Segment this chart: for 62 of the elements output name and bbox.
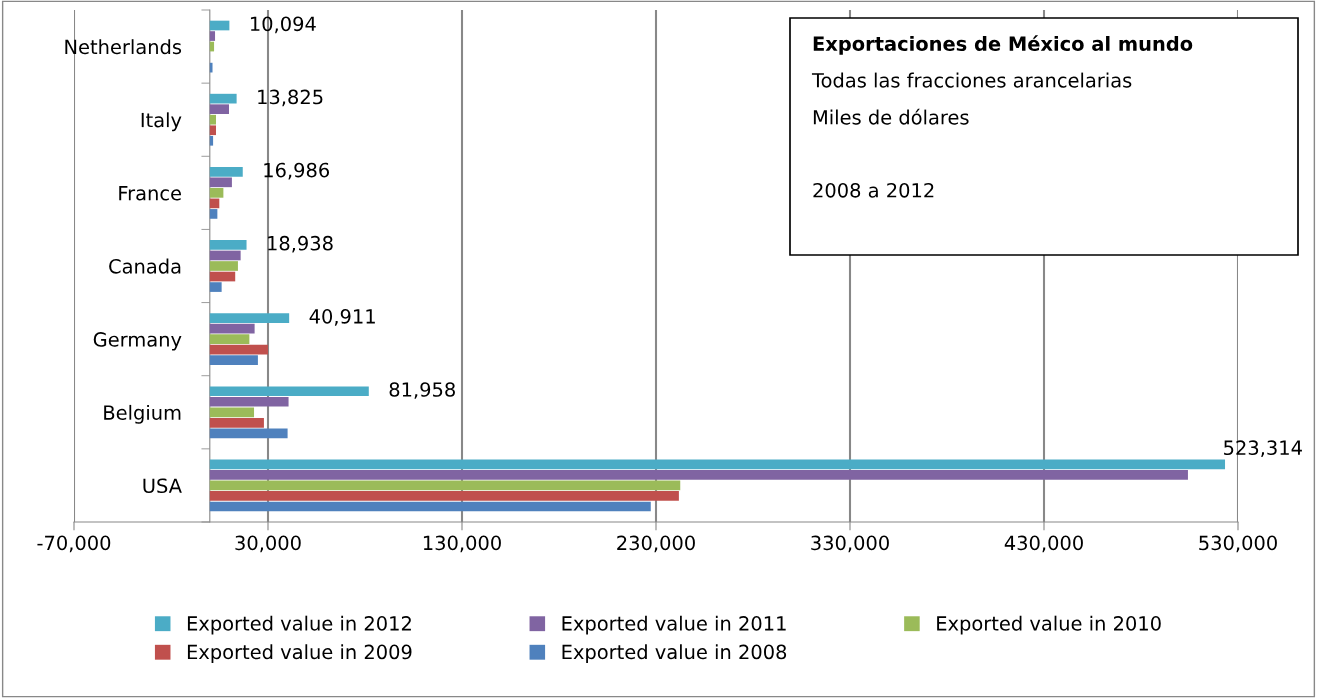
bar [209,417,264,428]
bar [209,459,1226,470]
data-label: 13,825 [258,89,323,107]
bar [209,104,230,115]
bar [209,135,214,146]
x-tick-label: 30,000 [235,535,301,553]
data-label: 18,938 [268,235,333,253]
x-tick-label: 530,000 [1199,535,1277,553]
bar [209,470,1188,480]
x-tick-label: 230,000 [617,535,695,553]
x-tick-label: 330,000 [811,535,889,553]
bar [209,491,679,501]
bar [209,407,255,418]
bar [209,166,243,177]
data-label: 523,314 [1224,440,1302,458]
text: Exportaciones de México al mundo [813,35,1193,55]
bar [209,114,217,125]
bar [209,396,289,407]
x-tick-label: 130,000 [423,535,501,553]
y-tick-label: Belgium [104,404,181,424]
bar [209,282,222,292]
annotation: Miles de dólares [813,108,969,125]
bar [209,323,255,334]
bar [209,31,216,41]
y-tick-label: Netherlands [65,39,182,55]
annotation: 2008 a 2012 [813,182,934,198]
bar [209,177,232,188]
bar [209,250,241,261]
legend-label: Exported value in 2012 [187,615,411,635]
data-label: 81,958 [389,382,455,399]
legend-label: Exported value in 2008 [562,644,787,664]
bar [209,188,224,198]
bar [209,480,681,491]
legend-label: Exported value in 2010 [937,615,1161,635]
bar [209,93,237,104]
bar [209,261,238,271]
x-tick-label: -70,000 [37,535,111,553]
bar [209,125,217,136]
y-tick-label: USA [143,478,182,494]
annotation: Todas las fracciones arancelarias [811,72,1132,88]
bar [209,355,258,366]
x-tick-label: 430,000 [1004,535,1083,553]
bar [209,334,250,344]
bar [209,428,288,439]
bar [209,344,268,355]
legend-label: Exported value in 2009 [187,644,412,664]
data-label: 40,911 [309,309,375,326]
bar [209,20,230,31]
y-tick-label: Germany [93,332,182,351]
bar [209,313,290,323]
y-tick-label: Italy [141,112,182,132]
bar [209,209,218,219]
bar [209,62,213,73]
bar [209,386,369,397]
data-label: 16,986 [264,162,330,180]
y-tick-label: Canada [109,258,181,274]
data-label: 10,094 [250,16,316,34]
legend-label: Exported value in 2011 [562,615,786,635]
bar [209,271,236,282]
bar [209,240,247,250]
bar [209,501,651,512]
y-tick-label: France [119,186,181,201]
